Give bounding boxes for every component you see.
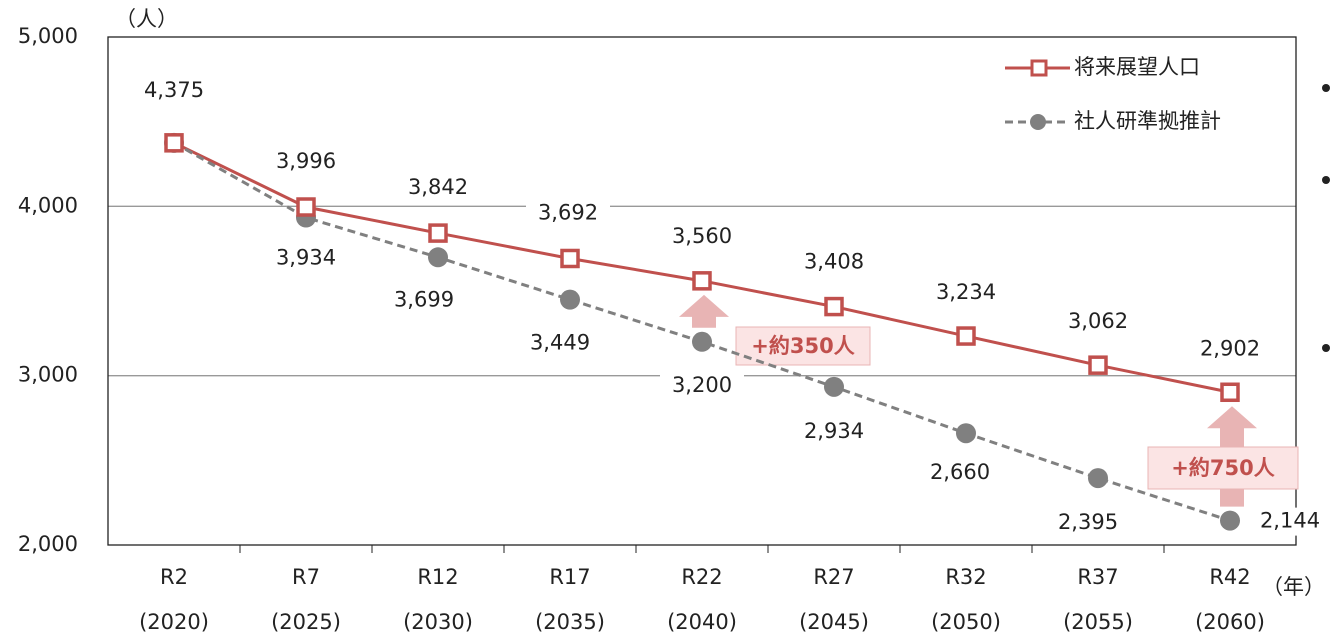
bullet	[1322, 344, 1330, 352]
x-tick-label: R7	[292, 565, 320, 589]
data-label: 2,144	[1260, 509, 1320, 533]
x-tick-label: R17	[549, 565, 590, 589]
marker	[296, 197, 316, 217]
marker	[428, 247, 448, 268]
marker	[1220, 382, 1240, 403]
label-bg	[518, 329, 602, 358]
legend-label: 将来展望人口	[1074, 55, 1200, 79]
bullet	[1322, 176, 1330, 184]
marker	[824, 296, 844, 317]
data-label: 3,699	[394, 287, 454, 311]
x-tick-label: R42	[1209, 565, 1250, 589]
x-tick-label: (2035)	[535, 610, 605, 634]
x-tick-label: R32	[945, 565, 986, 589]
y-tick-label: 2,000	[18, 532, 78, 556]
marker	[560, 289, 580, 310]
x-tick-label: (2045)	[799, 610, 869, 634]
label-bg	[382, 286, 466, 315]
marker	[1220, 510, 1240, 531]
x-tick-label: (2020)	[139, 610, 209, 634]
label-bg	[1188, 335, 1272, 364]
legend-marker	[1030, 59, 1048, 77]
x-tick-label: R22	[681, 565, 722, 589]
data-label: 3,062	[1068, 309, 1128, 333]
x-tick-label: R37	[1077, 565, 1118, 589]
label-bg	[264, 244, 348, 273]
y-tick-label: 5,000	[18, 24, 78, 48]
label-bg	[526, 199, 610, 228]
y-unit: （人）	[115, 7, 178, 31]
x-tick-label: (2055)	[1063, 610, 1133, 634]
x-tick-label: R27	[813, 565, 854, 589]
legend-marker	[1030, 114, 1046, 130]
data-label: 2,660	[930, 460, 990, 484]
annotation-box	[1147, 446, 1299, 490]
data-label: 3,408	[804, 250, 864, 274]
label-bg	[1046, 509, 1130, 538]
arrow	[679, 294, 729, 328]
data-label: 3,842	[408, 175, 468, 199]
data-label: 3,449	[530, 331, 590, 355]
bullet	[1322, 84, 1330, 92]
data-label: 2,902	[1200, 336, 1260, 360]
x-tick-label: (2030)	[403, 610, 473, 634]
plot-frame	[107, 36, 1297, 546]
x-tick-label: (2050)	[931, 610, 1001, 634]
y-tick-label: 3,000	[18, 363, 78, 387]
x-tick-label: (2025)	[271, 610, 341, 634]
data-label: 3,996	[276, 149, 336, 173]
label-bg	[1248, 507, 1330, 536]
label-bg	[264, 148, 348, 177]
label-bg	[132, 76, 216, 105]
marker	[1088, 468, 1108, 489]
x-tick-label: (2040)	[667, 610, 737, 634]
marker	[560, 248, 580, 269]
data-label: 3,560	[672, 224, 732, 248]
data-label: 2,934	[804, 419, 864, 443]
legend-label: 社人研準拠推計	[1074, 109, 1221, 133]
marker	[1088, 355, 1108, 375]
data-label: 3,934	[276, 246, 336, 270]
x-tick-label: (2060)	[1195, 610, 1265, 634]
data-label: 3,692	[538, 200, 598, 224]
label-bg	[1056, 308, 1140, 337]
data-label: 2,395	[1058, 510, 1118, 534]
annotation: +約750人	[1171, 456, 1274, 480]
marker	[164, 133, 184, 153]
label-bg	[918, 459, 1002, 488]
x-tick-label: R12	[417, 565, 458, 589]
data-label: 3,200	[672, 373, 732, 397]
marker	[956, 326, 976, 346]
label-bg	[792, 248, 876, 277]
annotation-box	[735, 326, 871, 366]
marker	[824, 376, 844, 397]
annotation: +約350人	[751, 334, 854, 358]
marker	[692, 271, 712, 291]
label-bg	[660, 371, 744, 400]
data-label: 3,234	[936, 280, 996, 304]
label-bg	[924, 279, 1008, 308]
x-unit: （年）	[1262, 575, 1325, 599]
x-tick-label: R2	[160, 565, 188, 589]
y-tick-label: 4,000	[18, 193, 78, 217]
label-bg	[792, 417, 876, 446]
data-label: 4,375	[144, 78, 204, 102]
marker	[692, 331, 712, 352]
label-bg	[396, 174, 480, 203]
label-bg	[660, 222, 744, 251]
marker	[428, 223, 448, 243]
marker	[956, 423, 976, 444]
